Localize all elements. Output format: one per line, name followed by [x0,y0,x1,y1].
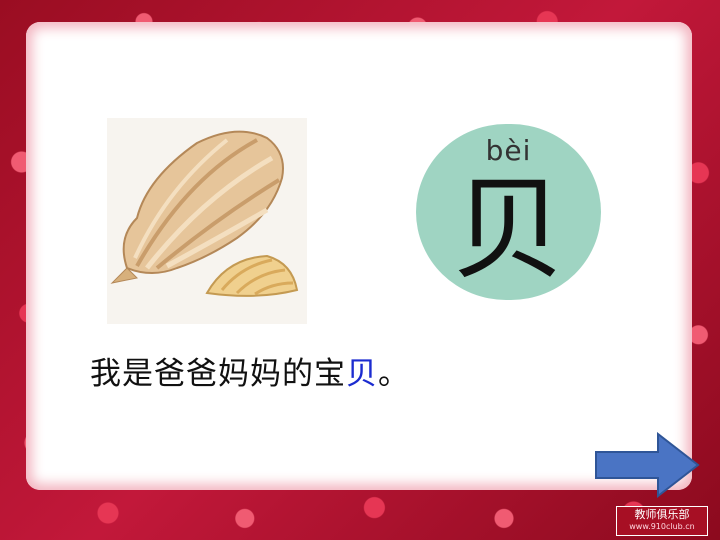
sentence-text: 我是爸爸妈妈的宝 [90,356,346,392]
shell-illustration [107,118,307,324]
shell-icon [110,130,299,297]
watermark-url: www.910club.cn [629,522,695,531]
watermark-logo: 教师俱乐部 www.910club.cn [616,506,708,536]
pinyin-label: bèi [485,134,532,167]
sentence-highlight: 贝 [346,356,378,392]
example-sentence: 我是爸爸妈妈的宝贝。 [90,348,410,393]
next-arrow-icon[interactable] [594,432,702,498]
watermark-title: 教师俱乐部 [634,508,690,521]
character-card: bèi 贝 [416,124,601,300]
sentence-end: 。 [378,356,410,392]
character-label: 贝 [452,165,565,295]
